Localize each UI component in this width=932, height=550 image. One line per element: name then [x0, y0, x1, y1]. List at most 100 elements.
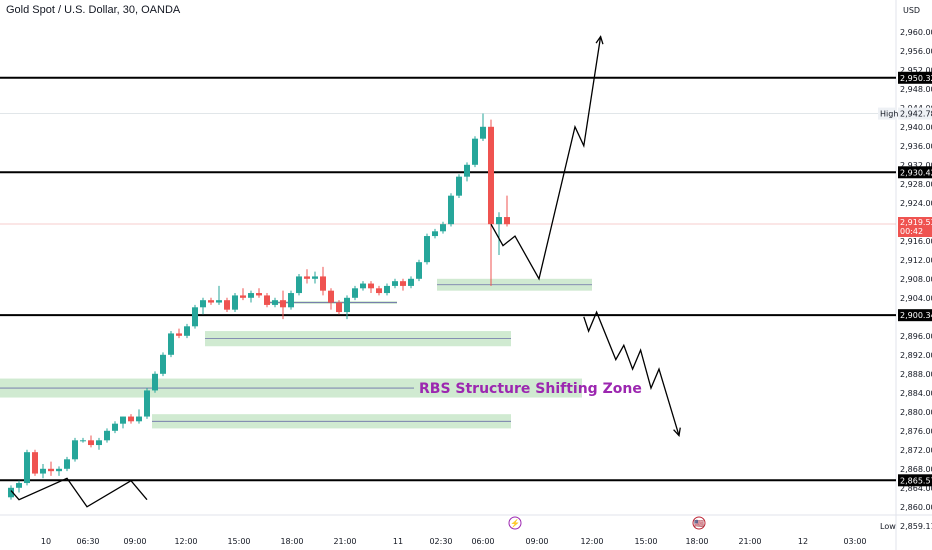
candle-body [216, 300, 222, 303]
y-tick-label: 2,872.000 [900, 446, 932, 455]
y-tick-label: 2,916.000 [900, 237, 932, 246]
candle-body [64, 459, 70, 469]
candle-body [56, 468, 62, 472]
candle-body [280, 300, 286, 308]
candle-body [400, 281, 406, 286]
y-tick-label: 2,948.000 [900, 85, 932, 94]
x-tick-label: 06:30 [76, 537, 99, 546]
candle-body [240, 295, 246, 298]
y-tick-label: 2,888.000 [900, 370, 932, 379]
candle-body [416, 262, 422, 279]
candle-body [288, 293, 294, 308]
low-label: Low [880, 522, 896, 531]
candle-body [168, 333, 174, 355]
current-price-tag [898, 217, 932, 238]
candle-body [80, 440, 86, 442]
candle-body [376, 288, 382, 294]
x-tick-label: 03:00 [843, 537, 866, 546]
high-value-tag [898, 107, 932, 120]
x-tick-label: 10 [41, 537, 51, 546]
level-price-tag [898, 166, 932, 179]
candle-body [120, 416, 126, 424]
candle-body [408, 278, 414, 286]
candle-body [336, 302, 342, 313]
projection-up-path [490, 36, 602, 281]
candle-body [224, 300, 230, 310]
candle-body [48, 468, 54, 472]
y-tick-label: 2,892.000 [900, 351, 932, 360]
x-tick-label: 02:30 [429, 537, 452, 546]
candle-body [16, 483, 22, 488]
candle-body [360, 283, 366, 289]
level-price-label: 2,900.342 [900, 311, 932, 320]
bottom-wave-path [10, 477, 148, 508]
candle-body [296, 276, 302, 294]
x-tick-label: 12:00 [580, 537, 603, 546]
candle-body [464, 164, 470, 177]
level-price-label: 2,865.577 [900, 476, 932, 485]
x-tick-label: 21:00 [738, 537, 761, 546]
candle-body [192, 307, 198, 327]
event-marker-label: ⚡ [510, 518, 520, 528]
y-tick-label: 2,956.000 [900, 47, 932, 56]
x-tick-label: 15:00 [227, 537, 250, 546]
y-tick-label: 2,908.000 [900, 275, 932, 284]
y-tick-label: 2,864.000 [900, 484, 932, 493]
candle-body [328, 290, 334, 303]
candle-body [24, 452, 30, 484]
candle-body [104, 430, 110, 441]
candle-body [136, 416, 142, 422]
y-tick-label: 2,936.000 [900, 142, 932, 151]
projection-down-path [583, 310, 680, 436]
candle-body [392, 281, 398, 286]
x-tick-label: 09:00 [123, 537, 146, 546]
y-tick-label: 2,912.000 [900, 256, 932, 265]
candle-body [344, 297, 350, 313]
candle-body [320, 276, 326, 291]
x-tick-label: 12:00 [174, 537, 197, 546]
candle-body [176, 333, 182, 336]
current-price-value: 2,919.535 [900, 218, 932, 227]
level-price-tag [898, 71, 932, 84]
y-tick-label: 2,932.000 [900, 161, 932, 170]
candle-body [200, 300, 206, 308]
y-tick-label: 2,928.000 [900, 180, 932, 189]
y-tick-label: 2,952.000 [900, 66, 932, 75]
candle-body [128, 416, 134, 422]
candle-body [424, 236, 430, 263]
event-marker [508, 516, 522, 530]
x-tick-label: 06:00 [471, 537, 494, 546]
x-tick-label: 15:00 [634, 537, 657, 546]
y-tick-label: 2,884.000 [900, 389, 932, 398]
candle-body [384, 285, 390, 294]
y-tick-label: 2,868.000 [900, 465, 932, 474]
y-tick-label: 2,860.000 [900, 503, 932, 512]
x-tick-label: 18:00 [685, 537, 708, 546]
candle-body [312, 276, 318, 279]
x-tick-label: 18:00 [280, 537, 303, 546]
x-tick-label: 09:00 [525, 537, 548, 546]
level-price-label: 2,930.425 [900, 168, 932, 177]
chart-title: Gold Spot / U.S. Dollar, 30, OANDA [6, 4, 181, 16]
candle-body [40, 468, 46, 474]
candle-body [112, 423, 118, 431]
y-tick-label: 2,924.000 [900, 199, 932, 208]
candle-body [160, 354, 166, 374]
candle-body [440, 224, 446, 232]
level-price-tag [898, 309, 932, 322]
high-label: High [880, 110, 898, 119]
high-tag [878, 107, 896, 120]
y-tick-label: 2,904.000 [900, 294, 932, 303]
candle-body [72, 440, 78, 460]
x-tick-label: 12 [798, 537, 808, 546]
currency-label: USD [903, 6, 920, 15]
event-marker-label: 🇺🇸 [694, 519, 704, 528]
y-tick-label: 2,880.000 [900, 408, 932, 417]
candle-body [496, 217, 502, 225]
candle-body [432, 231, 438, 237]
candle-body [480, 126, 486, 139]
y-tick-label: 2,960.000 [900, 28, 932, 37]
candle-body [248, 293, 254, 298]
candle-body [232, 295, 238, 310]
